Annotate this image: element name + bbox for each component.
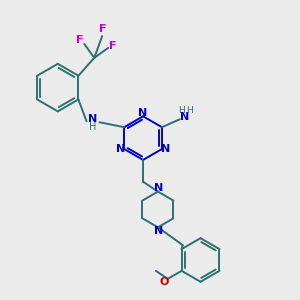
Text: O: O [159, 277, 169, 287]
Text: N: N [154, 183, 164, 193]
Text: N: N [138, 108, 148, 118]
Text: H: H [178, 106, 185, 115]
Text: N: N [180, 112, 189, 122]
Text: H: H [186, 106, 193, 115]
Text: N: N [161, 144, 170, 154]
Text: F: F [109, 41, 117, 51]
Text: H: H [89, 122, 96, 132]
Text: F: F [76, 35, 83, 45]
Text: N: N [116, 144, 125, 154]
Text: N: N [88, 114, 97, 124]
Text: N: N [154, 226, 164, 236]
Text: F: F [99, 24, 107, 34]
